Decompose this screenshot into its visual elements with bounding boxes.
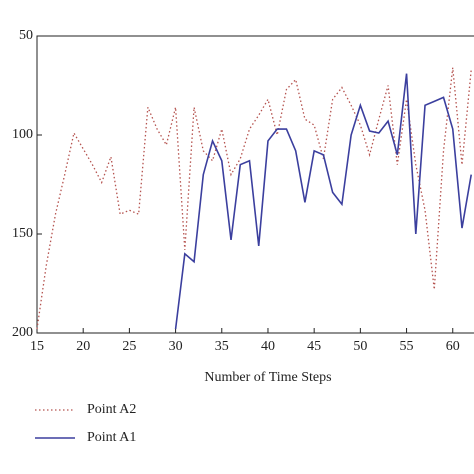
x-tick-label: 20 (76, 339, 90, 354)
x-tick-label: 45 (307, 339, 321, 354)
x-tick-label: 25 (122, 339, 136, 354)
series-line (174, 73, 473, 330)
x-tick-label: 35 (215, 339, 229, 354)
x-tick-label: 30 (169, 339, 183, 354)
y-tick-label: 200 (12, 325, 33, 340)
legend-label: Point A2 (87, 402, 136, 417)
x-tick-label: 50 (353, 339, 367, 354)
x-tick-label: 40 (261, 339, 275, 354)
x-axis-title: Number of Time Steps (204, 370, 331, 385)
x-tick-label: 55 (400, 339, 414, 354)
x-tick-label: 15 (30, 339, 44, 354)
y-tick-label: 50 (19, 28, 33, 43)
x-tick-label: 60 (446, 339, 460, 354)
y-tick-label: 150 (12, 226, 33, 241)
y-tick-label: 100 (12, 127, 33, 142)
legend-label: Point A1 (87, 430, 136, 445)
plot-frame (36, 35, 474, 334)
